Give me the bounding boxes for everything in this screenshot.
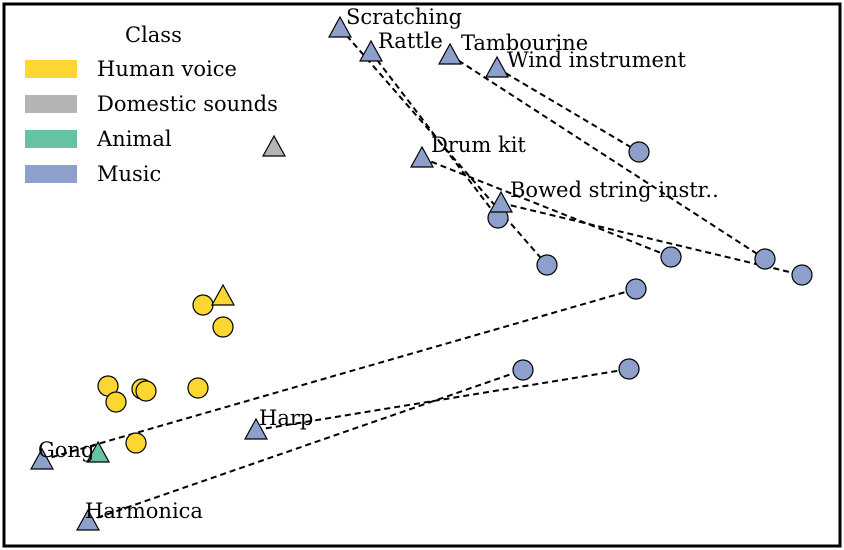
triangle-markers: [29, 15, 514, 531]
link-line: [255, 368, 630, 431]
legend: Class Human voice Domestic sounds Animal Mu…: [25, 23, 278, 186]
link-line: [339, 27, 548, 266]
legend-label: Animal: [96, 127, 172, 151]
circle-point: [618, 358, 640, 380]
point-label: Drum kit: [431, 133, 526, 157]
legend-label: Music: [97, 162, 161, 186]
link-lines: [41, 27, 803, 522]
link-line: [500, 202, 803, 276]
legend-swatch: [25, 130, 77, 148]
circle-point: [625, 278, 647, 300]
point-label: Gong: [38, 438, 94, 462]
link-line: [41, 288, 637, 461]
circle-point: [135, 380, 157, 402]
triangle-point: [243, 417, 269, 440]
point-label: Rattle: [378, 29, 443, 53]
link-line: [421, 157, 672, 258]
circle-point: [536, 254, 558, 276]
triangle-point: [409, 145, 435, 168]
legend-label: Human voice: [97, 57, 237, 81]
legend-swatch: [25, 60, 77, 78]
legend-swatch: [25, 165, 77, 183]
circle-point: [187, 377, 209, 399]
circle-point: [125, 432, 147, 454]
point-label: Bowed string instr..: [510, 178, 719, 202]
legend-title: Class: [125, 23, 182, 47]
triangle-point: [437, 42, 463, 65]
circle-point: [212, 316, 234, 338]
circle-point: [754, 248, 776, 270]
triangle-point: [85, 440, 111, 463]
link-line: [449, 54, 766, 260]
circle-point: [660, 246, 682, 268]
point-label: Harmonica: [85, 499, 203, 523]
triangle-point: [358, 39, 384, 62]
circle-point: [512, 359, 534, 381]
circle-markers: [97, 141, 813, 454]
point-label: Tambourine: [461, 31, 588, 55]
legend-label: Domestic sounds: [97, 92, 278, 116]
point-label: Harp: [259, 406, 313, 430]
circle-point: [628, 141, 650, 163]
triangle-point: [327, 15, 353, 38]
circle-point: [791, 264, 813, 286]
circle-point: [105, 391, 127, 413]
legend-swatch: [25, 95, 77, 113]
triangle-point: [210, 283, 236, 306]
triangle-point: [484, 55, 510, 78]
link-line: [496, 67, 640, 153]
triangle-point: [261, 134, 287, 157]
link-line: [370, 51, 499, 219]
circle-point: [192, 294, 214, 316]
triangle-point: [488, 190, 514, 213]
point-label: Scratching: [346, 5, 462, 29]
triangle-point: [29, 447, 55, 470]
point-label: Wind instrument: [507, 48, 686, 72]
triangle-point: [75, 508, 101, 531]
link-line: [87, 369, 524, 522]
